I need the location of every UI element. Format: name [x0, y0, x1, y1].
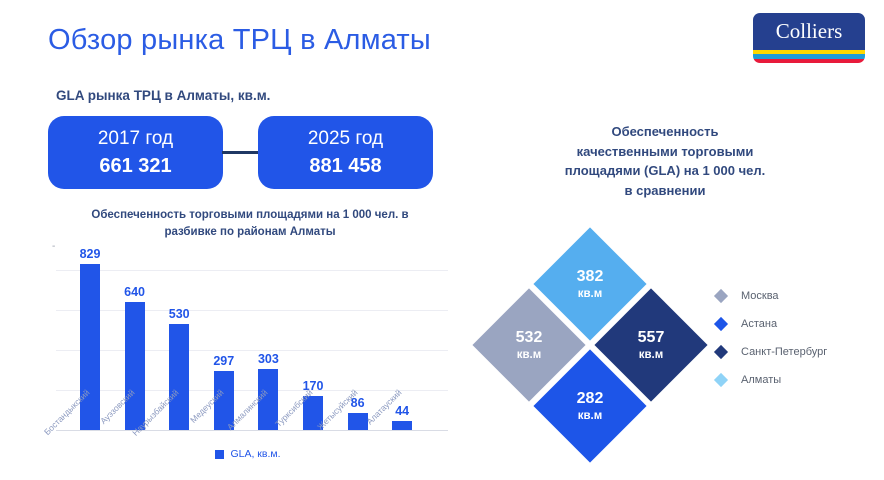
diamond-value: 557	[637, 329, 665, 346]
bar	[213, 370, 234, 430]
legend-item-label: Астана	[741, 318, 778, 330]
bar-value-label: 530	[168, 307, 190, 321]
bar	[169, 324, 190, 430]
year-box-2017: 2017 год 661 321	[48, 116, 223, 189]
bar-value-label: 303	[257, 352, 279, 367]
year-box-label: 2025 год	[307, 127, 384, 149]
bar-value-label: 44	[395, 404, 410, 419]
legend-item: Москва	[713, 288, 827, 304]
bar-value-label: 86	[350, 395, 365, 410]
bar-chart-legend: GLA, кв.м.	[48, 448, 448, 460]
bar	[392, 421, 413, 430]
year-box-2025: 2025 год 881 458	[258, 116, 433, 189]
gridline	[56, 350, 448, 351]
gridline	[56, 310, 448, 311]
legend-item: Астана	[713, 316, 827, 332]
gridline	[56, 390, 448, 391]
legend-item-label: Санкт-Петербург	[741, 346, 828, 358]
bar	[80, 264, 100, 430]
legend-diamond-icon	[713, 288, 729, 304]
diamond-value: 382	[576, 268, 604, 285]
diamond-bottom: 282 кв.м	[533, 349, 647, 463]
logo-stripe-red	[753, 58, 865, 63]
legend-item-label: Алматы	[741, 374, 782, 386]
bar-chart-title: Обеспеченность торговыми площадями на 1 …	[91, 209, 409, 239]
diamond-chart: 382 кв.м 532 кв.м 557 кв.м 282 кв.м	[472, 222, 708, 463]
legend-label: GLA, кв.м.	[230, 448, 281, 460]
colliers-logo-text: Colliers	[753, 13, 865, 50]
diamond-value: 282	[576, 390, 604, 407]
legend-item: Санкт-Петербург	[713, 344, 828, 360]
bar	[258, 369, 279, 430]
bar-value-label: 640	[124, 285, 146, 299]
y-axis-tick: -	[52, 241, 56, 252]
bar-value-label: 170	[302, 379, 324, 393]
legend-swatch	[215, 449, 225, 459]
legend-diamond-icon	[713, 316, 729, 332]
gla-section-title: GLA рынка ТРЦ в Алматы, кв.м.	[56, 88, 271, 103]
bar	[347, 412, 368, 430]
legend-diamond-icon	[713, 372, 729, 388]
diamond-unit: кв.м	[577, 410, 603, 422]
diamond-unit: кв.м	[577, 288, 603, 300]
x-axis-line	[56, 430, 448, 431]
bar-value-label: 829	[79, 247, 101, 262]
bar	[303, 396, 323, 430]
diamond-unit: кв.м	[638, 349, 664, 361]
diamond-label: 282 кв.м	[550, 366, 630, 446]
legend-item-label: Москва	[741, 290, 779, 302]
gridline	[56, 270, 448, 271]
bar-chart: - 829 Бостандыкский 640 Ауэзовский 530 Наурыз…	[42, 241, 448, 443]
legend-item: Алматы	[713, 372, 827, 388]
year-box-value: 881 458	[309, 154, 382, 177]
connector-line	[222, 151, 259, 154]
year-box-label: 2017 год	[97, 127, 174, 149]
comparison-legend: Москва Астана Санкт-Петербург Алматы	[713, 288, 828, 388]
page-title: Обзор рынка ТРЦ в Алматы	[48, 24, 431, 56]
diamond-unit: кв.м	[516, 349, 542, 361]
colliers-logo: Colliers	[753, 13, 865, 63]
bar	[124, 302, 145, 430]
logo-stripe-yellow	[753, 49, 865, 54]
logo-stripe-blue	[753, 54, 865, 59]
legend-diamond-icon	[713, 344, 729, 360]
diamond-value: 532	[515, 329, 543, 346]
comparison-chart-title: Обеспеченность качественными торговыми п…	[564, 124, 766, 198]
year-box-value: 661 321	[99, 154, 172, 177]
bar-value-label: 297	[213, 353, 235, 368]
